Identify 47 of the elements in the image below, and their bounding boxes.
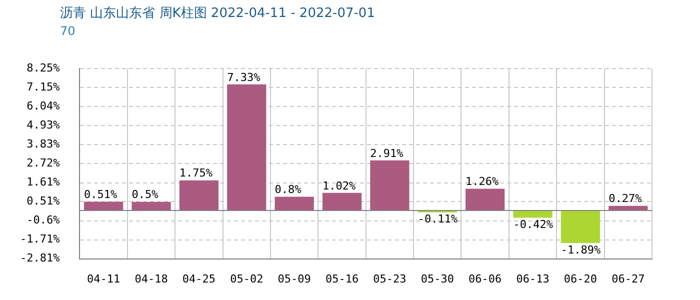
- x-tick-label: 04-18: [134, 272, 168, 286]
- x-tick-label: 06-20: [564, 272, 598, 286]
- chart-title: 沥青 山东山东省 周K柱图 2022-04-11 - 2022-07-01: [60, 5, 375, 22]
- data-label: 1.26%: [466, 175, 500, 188]
- y-tick-label: 4.93%: [26, 118, 60, 132]
- y-tick-label: 8.25%: [26, 61, 60, 74]
- x-tick-label: 06-06: [468, 272, 502, 286]
- chart-subtitle: 70: [60, 24, 76, 38]
- x-tick-label: 06-13: [516, 272, 550, 286]
- x-tick-label: 04-25: [182, 272, 216, 286]
- bar: [513, 210, 552, 218]
- y-tick-label: 6.04%: [26, 99, 60, 112]
- bar: [560, 210, 600, 243]
- y-tick-label: 7.15%: [26, 80, 60, 94]
- data-label: -1.89%: [560, 243, 602, 256]
- data-label: 0.5%: [132, 188, 159, 202]
- x-tick-label: 05-09: [278, 272, 311, 286]
- bar: [132, 202, 171, 210]
- y-tick-label: 3.83%: [26, 137, 60, 150]
- data-label: 2.91%: [370, 146, 404, 160]
- bar: [227, 84, 266, 210]
- y-tick-label: 0.51%: [26, 194, 60, 208]
- x-tick-label: 05-16: [325, 272, 359, 286]
- data-label: 0.51%: [84, 188, 118, 202]
- x-tick-label: 05-30: [420, 272, 454, 286]
- data-label: 0.8%: [274, 183, 302, 196]
- bar: [274, 196, 314, 210]
- bar: [84, 202, 124, 210]
- bar: [466, 188, 505, 210]
- data-label: -0.11%: [418, 212, 458, 226]
- x-tick-label: 05-23: [373, 272, 406, 286]
- bar: [179, 180, 219, 210]
- y-tick-label: 1.61%: [26, 176, 60, 189]
- y-tick-label: -0.6%: [26, 214, 60, 227]
- data-label: 0.27%: [608, 192, 642, 206]
- y-tick-label: -1.71%: [20, 232, 60, 246]
- y-tick-label: 2.72%: [26, 156, 60, 170]
- x-tick-label: 04-11: [87, 272, 120, 286]
- data-label: -0.42%: [513, 218, 554, 232]
- bar: [322, 192, 362, 210]
- data-label: 7.33%: [227, 70, 261, 84]
- y-tick-label: -2.81%: [20, 252, 60, 265]
- x-tick-label: 05-02: [230, 272, 264, 286]
- x-tick-label: 06-27: [612, 272, 645, 286]
- data-label: 1.02%: [322, 179, 356, 192]
- bar: [370, 160, 410, 210]
- data-label: 1.75%: [179, 166, 213, 180]
